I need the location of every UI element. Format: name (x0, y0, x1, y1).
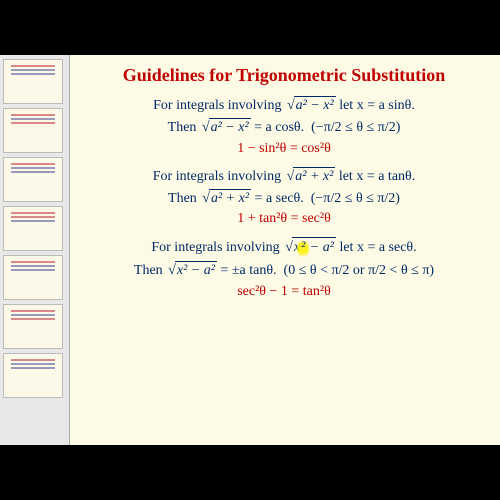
thumbnail[interactable] (3, 353, 63, 398)
rule-then: Then a² − x² = a cosθ. (−π/2 ≤ θ ≤ π/2) (84, 118, 484, 138)
rule-identity: sec²θ − 1 = tan²θ (84, 283, 484, 302)
thumbnail[interactable] (3, 206, 63, 251)
thumbnail-panel[interactable] (0, 55, 70, 445)
rule-block: For integrals involving a² + x² let x = … (84, 167, 484, 230)
thumbnail[interactable] (3, 304, 63, 349)
rule-then: Then a² + x² = a secθ. (−π/2 ≤ θ ≤ π/2) (84, 189, 484, 209)
thumbnail[interactable] (3, 255, 63, 300)
rule-intro: For integrals involving a² + x² let x = … (84, 167, 484, 187)
rule-intro: For integrals involving a² − x² let x = … (84, 96, 484, 116)
thumbnail[interactable] (3, 108, 63, 153)
main-slide: Guidelines for Trigonometric Substitutio… (70, 55, 500, 445)
thumbnail[interactable] (3, 59, 63, 104)
thumbnail[interactable] (3, 157, 63, 202)
slide-title: Guidelines for Trigonometric Substitutio… (84, 65, 484, 86)
presentation-viewport: Guidelines for Trigonometric Substitutio… (0, 55, 500, 445)
rule-intro: For integrals involving x² − a² let x = … (84, 237, 484, 259)
rule-then: Then x² − a² = ±a tanθ. (0 ≤ θ < π/2 or … (84, 261, 484, 281)
rule-block: For integrals involving a² − x² let x = … (84, 96, 484, 159)
rule-identity: 1 − sin²θ = cos²θ (84, 140, 484, 159)
rule-identity: 1 + tan²θ = sec²θ (84, 210, 484, 229)
rule-block: For integrals involving x² − a² let x = … (84, 237, 484, 302)
